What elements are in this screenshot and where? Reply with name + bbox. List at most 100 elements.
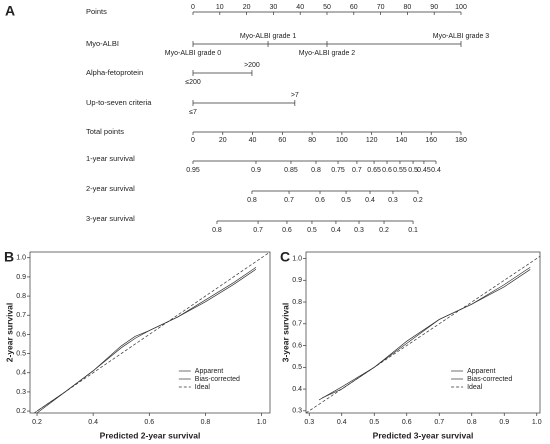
y-tick-label: 0.2 [16,408,26,415]
legend-label: Bias-corrected [467,376,512,383]
row-name: Myo-ALBI [86,39,119,48]
tick-label: 0.85 [284,167,298,174]
tick-label: 20 [219,137,227,144]
tick-label: 0.65 [367,167,381,174]
y-tick-label: 0.6 [16,331,26,338]
tick-label: 0.8 [212,227,222,234]
y-tick-label: 0.7 [292,321,302,328]
tick-label: 120 [366,137,378,144]
tick-label: 0.7 [253,227,263,234]
x-tick-label: 0.7 [434,419,444,426]
level-label: ≤200 [185,79,201,86]
tick-label: 40 [249,137,257,144]
level-label: >7 [291,92,299,99]
legend-label: Ideal [195,384,211,391]
tick-label: 80 [308,137,316,144]
tick-label: 0 [191,4,195,11]
tick-label: 70 [377,4,385,11]
x-tick-label: 0.9 [499,419,509,426]
series-line [34,251,271,414]
legend-label: Ideal [467,384,483,391]
y-tick-label: 0.3 [292,408,302,415]
x-tick-label: 0.8 [201,419,211,426]
tick-label: 0.8 [247,197,257,204]
tick-label: 0 [191,137,195,144]
panel-label: B [4,249,14,265]
tick-label: 60 [350,4,358,11]
tick-label: 20 [243,4,251,11]
panel-label: C [280,249,290,265]
plot-frame [29,251,271,414]
y-tick-label: 0.4 [16,370,26,377]
y-tick-label: 0.5 [16,350,26,357]
tick-label: 30 [270,4,278,11]
y-tick-label: 0.9 [16,274,26,281]
tick-label: 100 [455,4,467,11]
tick-label: 0.7 [284,197,294,204]
x-tick-label: 0.5 [369,419,379,426]
level-label: Myo-ALBI grade 1 [240,33,297,40]
x-tick-label: 0.2 [32,419,42,426]
tick-label: 180 [455,137,467,144]
y-axis-label: 2-year survival [4,303,14,363]
tick-label: 80 [404,4,412,11]
x-tick-label: 0.4 [88,419,98,426]
y-tick-label: 1.0 [292,255,302,262]
tick-label: 40 [296,4,304,11]
level-label: Myo-ALBI grade 0 [165,50,222,57]
tick-label: 0.2 [379,227,389,234]
y-tick-label: 0.5 [292,364,302,371]
tick-label: 0.75 [331,167,345,174]
tick-label: 0.95 [186,167,200,174]
tick-label: 10 [216,4,224,11]
y-tick-label: 0.8 [292,299,302,306]
x-tick-label: 0.4 [337,419,347,426]
legend-label: Apparent [467,368,495,375]
y-tick-label: 0.9 [292,277,302,284]
x-tick-label: 1.0 [532,419,542,426]
tick-label: 0.6 [282,227,292,234]
series-line [322,266,531,399]
row-name: 3-year survival [86,214,135,223]
tick-label: 0.7 [352,167,362,174]
row-name: 2-year survival [86,184,135,193]
panel-label: A [5,3,15,19]
x-tick-label: 0.8 [467,419,477,426]
tick-label: 60 [278,137,286,144]
row-name: 1-year survival [86,154,135,163]
tick-label: 50 [323,4,331,11]
row-name: Up-to-seven criteria [86,98,152,107]
y-tick-label: 1.0 [16,255,26,262]
tick-label: 140 [396,137,408,144]
row-name: Points [86,7,107,16]
y-tick-label: 0.3 [16,389,26,396]
x-tick-label: 1.0 [257,419,267,426]
level-label: Myo-ALBI grade 3 [433,33,490,40]
tick-label: 0.3 [388,197,398,204]
tick-label: 0.6 [382,167,392,174]
tick-label: 0.1 [408,227,418,234]
plot-frame [305,251,541,414]
tick-label: 0.9 [251,167,261,174]
level-label: >200 [244,62,260,69]
x-tick-label: 0.6 [402,419,412,426]
row-name: Total points [86,127,124,136]
tick-label: 0.55 [393,167,407,174]
legend-label: Bias-corrected [195,376,240,383]
tick-label: 0.4 [431,167,441,174]
series-line [305,256,541,414]
y-axis-label: 3-year survival [280,303,290,363]
tick-label: 100 [336,137,348,144]
x-axis-label: Predicted 3-year survival [373,430,474,440]
y-tick-label: 0.7 [16,312,26,319]
x-tick-label: 0.3 [304,419,314,426]
tick-label: 0.4 [331,227,341,234]
tick-label: 0.6 [315,197,325,204]
tick-label: 0.2 [413,197,423,204]
y-tick-label: 0.6 [292,342,302,349]
tick-label: 0.5 [307,227,317,234]
tick-label: 90 [430,4,438,11]
tick-label: 0.3 [354,227,364,234]
tick-label: 160 [425,137,437,144]
